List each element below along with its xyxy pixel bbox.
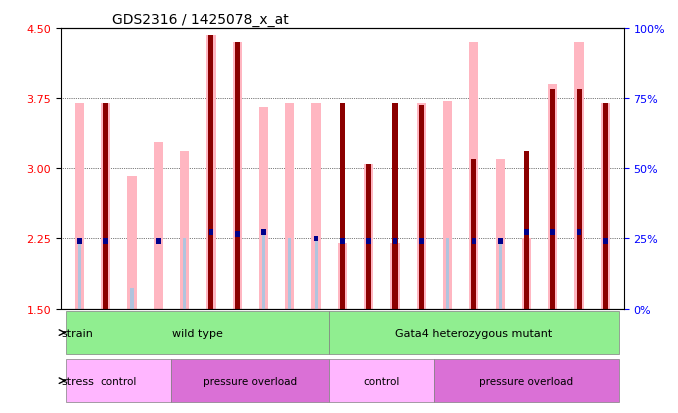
Bar (471, 159, 477, 309)
Bar (285, 104, 294, 309)
Bar (603, 104, 608, 309)
Bar (233, 43, 242, 309)
FancyBboxPatch shape (435, 359, 618, 402)
Bar (419, 239, 424, 244)
Bar (127, 176, 137, 309)
Bar (391, 244, 399, 309)
Bar (601, 104, 610, 309)
Bar (262, 232, 265, 309)
Text: Gata4 heterozygous mutant: Gata4 heterozygous mutant (395, 328, 553, 338)
Bar (156, 239, 161, 244)
FancyBboxPatch shape (66, 311, 330, 354)
Bar (209, 230, 214, 235)
Bar (443, 102, 452, 309)
Bar (496, 159, 504, 309)
Bar (446, 239, 449, 309)
Bar (315, 239, 318, 309)
Bar (180, 152, 189, 309)
Bar (311, 104, 321, 309)
Bar (498, 239, 502, 244)
Bar (551, 230, 555, 235)
Text: pressure overload: pressure overload (203, 376, 298, 386)
Bar (522, 239, 531, 309)
Bar (235, 43, 240, 309)
Bar (576, 90, 582, 309)
Bar (78, 242, 81, 309)
Bar (364, 164, 374, 309)
Bar (103, 239, 108, 244)
Text: stress: stress (62, 376, 94, 386)
Bar (498, 242, 502, 309)
Bar (524, 152, 529, 309)
Bar (206, 36, 216, 309)
Bar (75, 104, 84, 309)
Bar (103, 104, 108, 309)
Bar (603, 239, 607, 244)
Bar (340, 104, 345, 309)
Bar (524, 230, 529, 235)
Bar (469, 43, 479, 309)
FancyBboxPatch shape (172, 359, 330, 402)
Bar (577, 230, 582, 235)
Bar (130, 288, 134, 309)
Bar (366, 164, 372, 309)
Text: control: control (101, 376, 137, 386)
FancyBboxPatch shape (330, 311, 618, 354)
Text: strain: strain (62, 328, 94, 338)
Bar (366, 239, 371, 244)
Bar (574, 43, 584, 309)
Bar (548, 85, 557, 309)
Bar (314, 236, 319, 242)
Bar (154, 143, 163, 309)
Bar (417, 104, 426, 309)
Bar (393, 104, 397, 309)
Bar (419, 105, 424, 309)
Text: control: control (363, 376, 400, 386)
Bar (261, 230, 266, 235)
Bar (393, 239, 397, 244)
Bar (340, 239, 344, 244)
Bar (77, 239, 82, 244)
Bar (471, 239, 476, 244)
Text: pressure overload: pressure overload (479, 376, 574, 386)
FancyBboxPatch shape (330, 359, 435, 402)
Bar (551, 90, 555, 309)
FancyBboxPatch shape (66, 359, 172, 402)
Text: wild type: wild type (172, 328, 223, 338)
Bar (101, 104, 111, 309)
Bar (288, 239, 292, 309)
Bar (259, 108, 268, 309)
Text: GDS2316 / 1425078_x_at: GDS2316 / 1425078_x_at (112, 12, 288, 26)
Bar (208, 36, 214, 309)
Bar (235, 231, 239, 237)
Bar (338, 244, 347, 309)
Bar (183, 239, 186, 309)
